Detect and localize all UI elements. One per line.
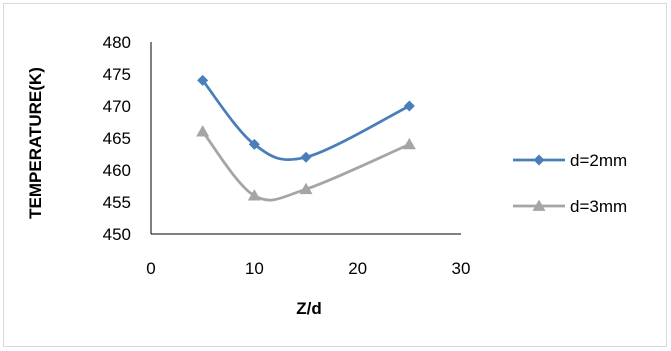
- data-point: [247, 189, 261, 201]
- x-tick-label: 0: [146, 259, 155, 278]
- y-tick-label: 465: [103, 129, 131, 148]
- data-point: [299, 182, 313, 195]
- x-tick-label: 30: [452, 259, 471, 278]
- y-tick-label: 450: [103, 225, 131, 244]
- series-2: [196, 125, 416, 202]
- x-axis-title: Z/d: [296, 299, 322, 318]
- y-tick-labels: 450 455 460 465 470 475 480: [103, 33, 131, 244]
- legend: d=2mm d=3mm: [513, 151, 627, 216]
- legend-item-1: d=2mm: [513, 151, 627, 170]
- series-line: [201, 130, 410, 202]
- series-line: [201, 79, 410, 162]
- data-point: [403, 100, 415, 112]
- x-tick-label: 20: [348, 259, 367, 278]
- data-point: [196, 125, 210, 137]
- legend-label: d=3mm: [570, 197, 627, 216]
- chart-frame: [3, 3, 667, 347]
- x-tick-labels: 0 10 20 30: [146, 259, 470, 278]
- legend-marker: [533, 154, 545, 166]
- data-point: [197, 74, 209, 86]
- y-tick-label: 460: [103, 161, 131, 180]
- y-tick-label: 455: [103, 193, 131, 212]
- axes: [150, 42, 461, 235]
- y-tick-label: 480: [103, 33, 131, 52]
- data-point: [248, 138, 260, 150]
- series-1: [197, 74, 415, 163]
- legend-item-2: d=3mm: [513, 197, 627, 216]
- legend-label: d=2mm: [570, 151, 627, 170]
- y-tick-label: 470: [103, 97, 131, 116]
- legend-marker: [532, 199, 546, 211]
- data-point: [300, 151, 312, 163]
- series-group: [196, 74, 416, 202]
- y-tick-label: 475: [103, 65, 131, 84]
- data-point: [402, 137, 416, 150]
- y-axis-title: TEMPERATURE(K): [26, 67, 45, 219]
- x-tick-label: 10: [245, 259, 264, 278]
